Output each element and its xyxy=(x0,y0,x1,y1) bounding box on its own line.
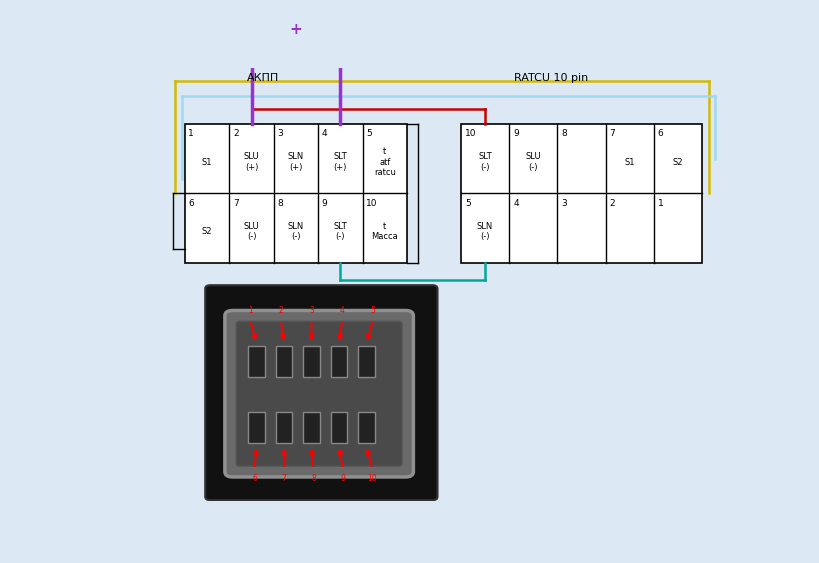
Text: SLU
(+): SLU (+) xyxy=(244,153,260,172)
Text: 3: 3 xyxy=(309,306,314,315)
FancyBboxPatch shape xyxy=(276,346,292,377)
Text: 8: 8 xyxy=(311,474,316,483)
Text: 7: 7 xyxy=(609,129,615,138)
Text: АКПП: АКПП xyxy=(247,73,279,83)
Text: 6: 6 xyxy=(658,129,663,138)
Text: t
atf
ratcu: t atf ratcu xyxy=(374,147,396,177)
Text: 4: 4 xyxy=(513,199,518,208)
Text: SLT
(+): SLT (+) xyxy=(333,153,347,172)
Text: S1: S1 xyxy=(625,158,635,167)
Text: S1: S1 xyxy=(201,158,212,167)
FancyBboxPatch shape xyxy=(206,285,437,500)
FancyBboxPatch shape xyxy=(303,346,319,377)
Text: 1: 1 xyxy=(248,306,252,315)
Text: SLU
(-): SLU (-) xyxy=(244,222,260,241)
Text: 9: 9 xyxy=(322,199,328,208)
Text: 8: 8 xyxy=(278,199,283,208)
FancyBboxPatch shape xyxy=(331,412,347,443)
Text: SLU
(-): SLU (-) xyxy=(526,153,541,172)
Text: 5: 5 xyxy=(366,129,372,138)
FancyBboxPatch shape xyxy=(225,311,414,477)
Bar xyxy=(185,124,407,262)
Text: 2: 2 xyxy=(233,129,238,138)
Text: 8: 8 xyxy=(561,129,567,138)
Text: SLT
(-): SLT (-) xyxy=(333,222,347,241)
Text: SLN
(-): SLN (-) xyxy=(287,222,304,241)
Text: 7: 7 xyxy=(233,199,238,208)
Text: t
Масса: t Масса xyxy=(372,222,398,241)
Text: SLN
(+): SLN (+) xyxy=(287,153,304,172)
Text: SLT
(-): SLT (-) xyxy=(478,153,492,172)
FancyBboxPatch shape xyxy=(331,346,347,377)
Text: 3: 3 xyxy=(278,129,283,138)
Text: 1: 1 xyxy=(658,199,663,208)
Text: 5: 5 xyxy=(465,199,471,208)
Text: 1: 1 xyxy=(188,129,194,138)
Text: S2: S2 xyxy=(201,227,212,236)
Bar xyxy=(461,124,702,262)
FancyBboxPatch shape xyxy=(358,346,374,377)
Text: 10: 10 xyxy=(368,474,377,483)
FancyBboxPatch shape xyxy=(248,412,265,443)
FancyBboxPatch shape xyxy=(248,346,265,377)
FancyBboxPatch shape xyxy=(236,321,402,466)
Text: 10: 10 xyxy=(366,199,378,208)
Text: 6: 6 xyxy=(252,474,257,483)
Text: 4: 4 xyxy=(322,129,328,138)
Text: 2: 2 xyxy=(609,199,615,208)
Text: 6: 6 xyxy=(188,199,194,208)
Text: 3: 3 xyxy=(561,199,567,208)
Text: SLN
(-): SLN (-) xyxy=(477,222,493,241)
Text: RATCU 10 pin: RATCU 10 pin xyxy=(514,73,588,83)
Text: 10: 10 xyxy=(465,129,477,138)
Text: 4: 4 xyxy=(340,306,345,315)
Text: 7: 7 xyxy=(282,474,287,483)
Text: 5: 5 xyxy=(370,306,375,315)
FancyBboxPatch shape xyxy=(303,412,319,443)
FancyBboxPatch shape xyxy=(358,412,374,443)
Text: 9: 9 xyxy=(513,129,519,138)
Text: 2: 2 xyxy=(278,306,283,315)
Text: S2: S2 xyxy=(673,158,683,167)
FancyBboxPatch shape xyxy=(276,412,292,443)
Text: 9: 9 xyxy=(341,474,346,483)
Text: +: + xyxy=(290,22,302,37)
